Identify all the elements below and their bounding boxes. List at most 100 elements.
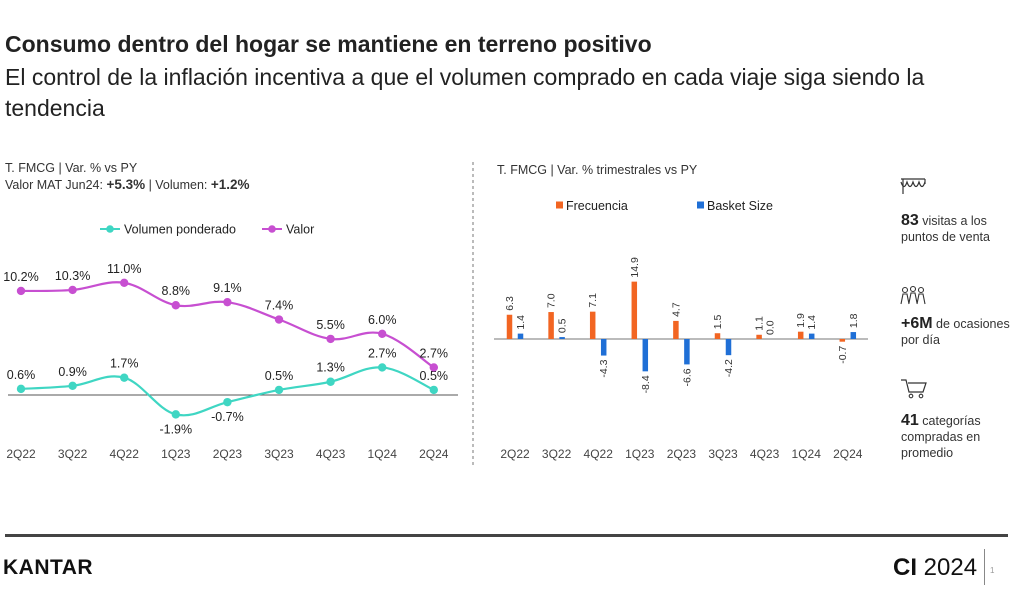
line-legend-swatch-marker (268, 225, 276, 233)
bar-x-tick-label: 2Q24 (833, 447, 863, 461)
line-x-tick-label: 4Q23 (316, 447, 346, 461)
bar-basket-size (559, 337, 565, 339)
line-data-label: -1.9% (159, 422, 192, 436)
bar-frecuencia (506, 314, 513, 339)
bar-x-tick-label: 2Q22 (500, 447, 530, 461)
line-data-label: 0.5% (420, 369, 449, 383)
bar-chart: 2Q22 3Q22 4Q22 1Q23 2Q23 3Q23 4Q23 1Q24 2Q24 6.3 7… (494, 199, 868, 461)
left-note-line2: Valor MAT Jun24: +5.3% | Volumen: +1.2% (5, 177, 250, 192)
store-awning-icon (900, 178, 926, 194)
side-stat-occasions: +6M de ocasiones por día (901, 316, 1018, 348)
line-data-label: 1.3% (316, 361, 345, 375)
bar-data-label: -8.4 (640, 375, 652, 393)
line-data-label: 9.1% (213, 281, 242, 295)
line-point (274, 385, 284, 395)
bar-data-label: 0.0 (765, 320, 777, 335)
line-legend-item: Valor (262, 223, 314, 237)
bar-data-label: 4.7 (670, 302, 682, 317)
line-x-tick-label: 1Q23 (161, 447, 191, 461)
bar-data-label: 7.0 (546, 293, 558, 308)
volumen-value: +1.2% (210, 177, 250, 192)
line-x-tick-label: 2Q24 (419, 447, 449, 461)
bar-legend-swatch (556, 201, 563, 209)
bar-data-label: 1.9 (795, 313, 807, 328)
ci-logo-prefix: CI (893, 554, 917, 581)
bar-x-tick-label: 4Q23 (750, 447, 780, 461)
bar-frecuencia (714, 333, 721, 339)
bar-basket-size (808, 333, 815, 339)
line-x-tick-label: 3Q23 (264, 447, 294, 461)
valor-mat-value: +5.3% (106, 177, 146, 192)
bar-frecuencia (756, 334, 762, 339)
side-stat-visits-text: visitas a los puntos de venta (901, 214, 990, 244)
bar-basket-size (600, 339, 607, 356)
shopping-cart-icon (901, 379, 927, 399)
left-chart-note: T. FMCG | Var. % vs PY Valor MAT Jun24: … (5, 161, 250, 192)
bar-data-label: 14.9 (629, 257, 641, 278)
left-note-mid: | Volumen: (145, 178, 211, 192)
line-data-label: 6.0% (368, 313, 397, 327)
line-data-label: 7.4% (265, 299, 294, 313)
line-data-label: 11.0% (107, 262, 142, 276)
line-legend-item: Volumen ponderado (100, 223, 236, 237)
bar-legend-item: Frecuencia (556, 199, 628, 213)
bar-x-tick-label: 1Q24 (792, 447, 822, 461)
bar-data-label: 6.3 (504, 296, 516, 311)
bar-frecuencia (548, 312, 554, 339)
page-title: Consumo dentro del hogar se mantiene en … (5, 31, 652, 57)
bar-basket-size (850, 332, 857, 339)
line-data-label: 10.3% (55, 269, 90, 283)
line-data-label: 0.9% (58, 365, 87, 379)
footer-divider (5, 534, 1008, 537)
bar-basket-size (517, 333, 524, 339)
line-point (120, 278, 129, 287)
line-point (16, 384, 26, 394)
line-data-label: 8.8% (162, 284, 191, 298)
bar-x-tick-label: 4Q22 (584, 447, 614, 461)
bar-data-label: 1.8 (848, 313, 860, 328)
bar-legend-item: Basket Size (697, 199, 773, 213)
line-data-label: 0.5% (265, 369, 294, 383)
line-point (429, 385, 438, 395)
bar-data-label: 7.1 (587, 293, 599, 308)
bar-frecuencia (797, 331, 804, 339)
line-point (223, 297, 232, 307)
bar-data-label: 1.4 (515, 315, 527, 330)
line-data-label: 2.7% (420, 346, 449, 360)
line-x-tick-label: 3Q22 (58, 447, 88, 461)
bar-legend-label: Frecuencia (566, 199, 628, 213)
side-stat-visits: 83 visitas a los puntos de venta (901, 213, 1018, 245)
bar-legend-label: Basket Size (707, 199, 773, 213)
bar-basket-size (725, 339, 732, 356)
line-x-tick-label: 2Q23 (213, 447, 243, 461)
bar-x-tick-label: 2Q23 (667, 447, 697, 461)
bar-data-label: -4.2 (723, 359, 735, 377)
bar-data-label: -6.6 (681, 368, 693, 386)
bar-data-label: -4.3 (598, 359, 610, 377)
line-point (171, 301, 180, 310)
right-chart-note: T. FMCG | Var. % trimestrales vs PY (497, 163, 698, 177)
line-x-tick-label: 2Q22 (6, 447, 36, 461)
bar-data-label: 1.5 (712, 314, 724, 329)
line-x-tick-label: 1Q24 (368, 447, 398, 461)
line-point (68, 381, 77, 391)
bar-frecuencia (839, 339, 846, 342)
side-stat-occasions-text: de ocasiones por día (901, 317, 1010, 347)
bar-data-label: 0.5 (557, 318, 569, 333)
bar-legend-swatch (697, 201, 704, 209)
page-subtitle: El control de la inflación incentiva a q… (5, 64, 925, 121)
line-point (120, 373, 129, 382)
line-point (274, 315, 284, 324)
bar-frecuencia (631, 281, 638, 339)
bar-x-tick-label: 3Q22 (542, 447, 572, 461)
bar-data-label: 1.1 (754, 316, 766, 331)
bar-x-tick-label: 1Q23 (625, 447, 655, 461)
left-note-line1: T. FMCG | Var. % vs PY (5, 161, 138, 175)
line-data-label: -0.7% (211, 410, 244, 424)
line-point (326, 334, 335, 344)
line-point (171, 410, 180, 419)
footer-separator (984, 549, 985, 585)
bar-frecuencia (673, 320, 679, 339)
line-data-label: 10.2% (3, 270, 38, 284)
line-point (378, 329, 387, 338)
